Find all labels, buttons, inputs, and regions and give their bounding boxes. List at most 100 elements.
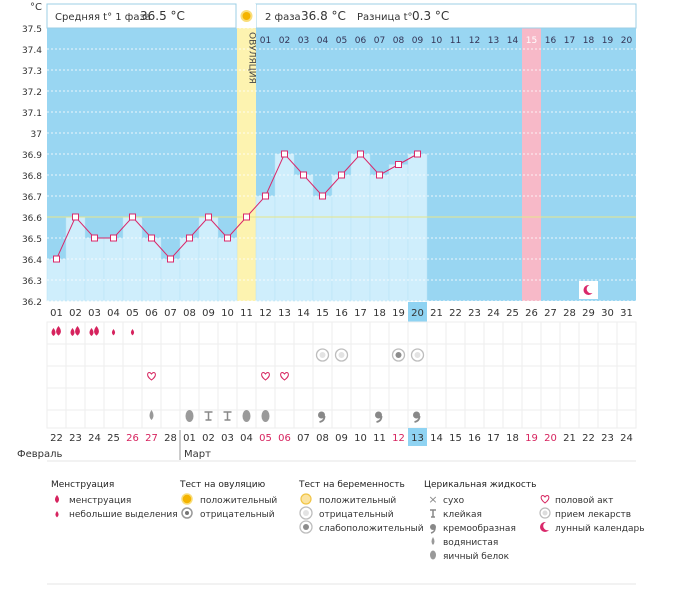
calendar-date-label: 28	[164, 433, 177, 444]
spotting-icon	[130, 329, 135, 336]
y-tick-label: 37.3	[22, 67, 42, 77]
cervical-creamy-icon	[375, 411, 382, 419]
grid-cell	[445, 409, 466, 429]
cycle-day-label: 06	[145, 308, 158, 319]
legend-eggwhite-label: яичный белок	[443, 552, 510, 562]
menstruation-icon	[70, 328, 75, 336]
grid-cell	[521, 365, 542, 389]
legend-watery-label: водянистая	[443, 538, 498, 548]
grid-cell	[559, 343, 580, 367]
legend-pregnancy-negative-icon-center	[303, 510, 309, 516]
grid-cell	[65, 343, 86, 367]
diff-label: Разница t°	[357, 12, 413, 23]
temperature-point[interactable]	[205, 213, 212, 221]
legend-cervical-title: Церикальная жидкость	[424, 480, 536, 490]
temperature-point[interactable]	[262, 192, 269, 200]
legend-pregnancy-positive-icon	[300, 493, 312, 505]
grid-cell	[255, 321, 276, 345]
calendar-date-label: 23	[601, 433, 614, 444]
temperature-point[interactable]	[129, 213, 136, 221]
grid-cell	[46, 409, 67, 429]
temperature-point[interactable]	[224, 234, 231, 242]
temperature-bar	[84, 237, 105, 302]
grid-cell	[578, 409, 599, 429]
phase1-label: Средняя t° 1 фаза	[55, 12, 151, 23]
temperature-point[interactable]	[357, 150, 364, 158]
temperature-point[interactable]	[395, 161, 402, 168]
temperature-point[interactable]	[376, 171, 383, 179]
grid-cell	[616, 387, 637, 411]
grid-cell	[331, 365, 352, 389]
grid-cell	[217, 321, 238, 345]
grid-cell	[141, 321, 162, 345]
legend-dry-label: сухо	[443, 496, 465, 506]
legend-creamy-label: кремообразная	[443, 524, 516, 534]
calendar-date-label: 21	[563, 433, 576, 444]
legend-ovulation-positive-label: положительный	[200, 496, 277, 506]
temperature-point[interactable]	[243, 213, 250, 221]
ovulation-column	[237, 28, 256, 301]
intercourse-icon	[280, 372, 289, 381]
cycle-day-label: 19	[392, 308, 405, 319]
highlight-column	[522, 28, 541, 301]
grid-cell	[597, 387, 618, 411]
calendar-date-label: 13	[411, 433, 424, 444]
grid-cell	[350, 321, 371, 345]
grid-cell	[179, 387, 200, 411]
grid-cell	[350, 387, 371, 411]
temperature-point[interactable]	[91, 234, 98, 242]
temperature-point[interactable]	[281, 150, 288, 158]
legend-sticky-label: клейкая	[443, 510, 482, 520]
temperature-point[interactable]	[338, 171, 345, 179]
grid-cell	[274, 321, 295, 345]
cervical-eggwhite-icon	[261, 410, 270, 422]
legend-pregnancy-negative-label: отрицательный	[319, 510, 394, 520]
grid-cell	[445, 343, 466, 367]
grid-cell	[236, 343, 257, 367]
cervical-creamy-icon-tail	[376, 415, 383, 423]
calendar-date-label: 22	[582, 433, 595, 444]
menstruation-icon	[75, 326, 80, 336]
cervical-sticky-icon	[204, 411, 213, 421]
grid-cell	[407, 321, 428, 345]
grid-cell	[407, 365, 428, 389]
grid-cell	[426, 409, 447, 429]
y-tick-label: 37.1	[22, 109, 42, 119]
cervical-creamy-icon-tail	[414, 415, 421, 423]
grid-cell	[141, 343, 162, 367]
grid-cell	[369, 387, 390, 411]
temperature-point[interactable]	[414, 150, 421, 158]
grid-cell	[559, 409, 580, 429]
temperature-point[interactable]	[53, 255, 60, 263]
top-day-label: 07	[374, 36, 385, 46]
grid-cell	[350, 409, 371, 429]
phase2-box	[255, 3, 637, 29]
calendar-date-label: 02	[202, 433, 215, 444]
temperature-point[interactable]	[300, 171, 307, 179]
grid-cell	[217, 365, 238, 389]
temperature-point[interactable]	[186, 234, 193, 242]
temperature-point[interactable]	[148, 234, 155, 242]
temperature-point[interactable]	[110, 234, 117, 242]
y-tick-label: 37	[31, 130, 42, 140]
pregnancy-test-weak-positive-icon-center	[395, 352, 402, 358]
grid-cell	[103, 365, 124, 389]
top-day-label: 18	[583, 36, 595, 46]
grid-cell	[65, 387, 86, 411]
grid-cell	[179, 365, 200, 389]
calendar-date-label: 26	[126, 433, 139, 444]
grid-cell	[426, 387, 447, 411]
grid-cell	[426, 343, 447, 367]
legend-pregnancy-test-title: Тест на беременность	[298, 480, 405, 490]
legend-medication-label: прием лекарств	[555, 510, 631, 520]
y-tick-label: 36.4	[22, 256, 42, 266]
grid-cell	[293, 365, 314, 389]
temperature-point[interactable]	[72, 213, 79, 221]
grid-cell	[369, 343, 390, 367]
grid-cell	[350, 365, 371, 389]
grid-cell	[179, 343, 200, 367]
temperature-point[interactable]	[319, 192, 326, 200]
grid-cell	[597, 409, 618, 429]
temperature-point[interactable]	[167, 255, 174, 263]
